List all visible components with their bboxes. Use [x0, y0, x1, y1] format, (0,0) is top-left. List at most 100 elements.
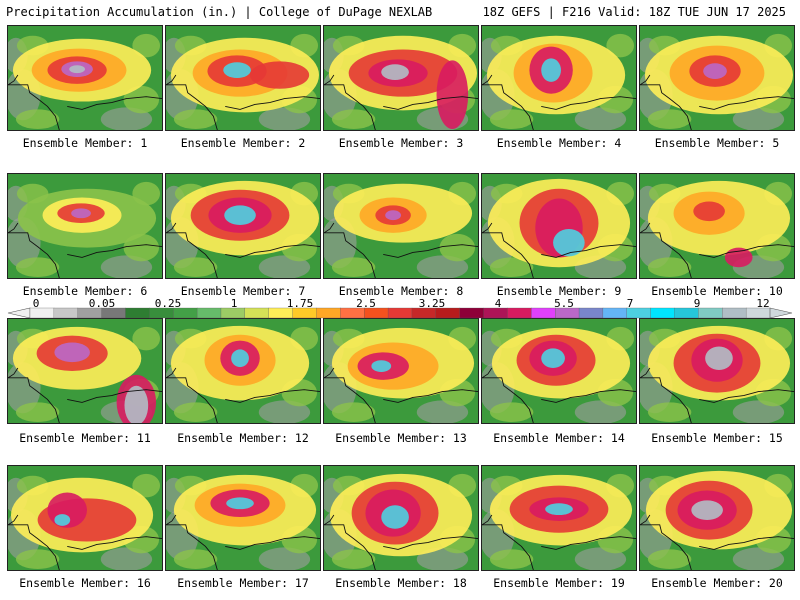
boundary-line — [541, 536, 636, 550]
colorbar-swatch — [77, 307, 103, 319]
light-precip-area — [647, 549, 692, 570]
precip-contour — [124, 385, 149, 423]
precip-contour — [224, 205, 256, 226]
light-precip-area — [331, 402, 376, 423]
precip-contour — [54, 342, 90, 363]
precip-contour — [54, 514, 71, 526]
precip-map — [8, 466, 162, 570]
boundary-line — [324, 84, 376, 130]
light-precip-area — [173, 549, 218, 570]
member-label: Ensemble Member: 15 — [651, 431, 783, 445]
colorbar-swatch — [650, 307, 675, 319]
colorbar-swatch — [411, 307, 437, 319]
precip-map — [166, 466, 320, 570]
precip-map — [324, 319, 478, 423]
colorbar-tick-label: 5.5 — [554, 297, 574, 310]
precip-contour — [231, 349, 249, 368]
boundary-line — [166, 222, 177, 234]
colorbar-tick-label: 1 — [230, 297, 238, 310]
precip-map — [8, 26, 162, 130]
boundary-line — [482, 524, 534, 570]
light-precip-area — [647, 109, 692, 130]
boundary-line — [8, 222, 19, 234]
colorbar-swatch — [292, 307, 317, 319]
member-label: Ensemble Member: 9 — [496, 284, 622, 298]
boundary-line — [482, 367, 493, 379]
colorbar-tick-label: 12 — [756, 297, 770, 310]
precip-contour — [371, 360, 392, 372]
boundary-line — [166, 74, 177, 86]
boundary-line — [67, 536, 162, 550]
precip-map — [482, 319, 636, 423]
ensemble-map-panel — [165, 25, 321, 131]
colorbar-tick-label: 7 — [626, 297, 634, 310]
precip-contour — [691, 500, 723, 520]
precip-contour — [226, 497, 254, 510]
light-precip-area — [489, 402, 534, 423]
boundary-line — [640, 377, 692, 423]
ensemble-map-panel — [165, 465, 321, 571]
boundary-line — [640, 84, 692, 130]
light-precip-area — [331, 257, 376, 278]
boundary-line — [225, 96, 320, 110]
precip-contour — [381, 505, 409, 529]
boundary-line — [8, 524, 60, 570]
boundary-line — [166, 377, 218, 423]
colorbar-swatch — [674, 307, 699, 319]
colorbar-swatch — [268, 307, 294, 319]
colorbar-swatch — [626, 307, 652, 319]
precip-contour — [223, 62, 251, 78]
precip-contour — [69, 65, 85, 74]
boundary-line — [225, 244, 320, 258]
colorbar-tick-label: 4 — [494, 297, 502, 310]
precip-contour — [545, 503, 573, 516]
precip-contour — [541, 348, 565, 369]
colorbar-max-arrow — [769, 307, 793, 319]
colorbar-swatch — [531, 307, 556, 319]
precip-contour — [705, 346, 733, 371]
ensemble-map-panel — [481, 173, 637, 279]
member-label: Ensemble Member: 4 — [496, 136, 622, 150]
precip-map — [324, 174, 478, 278]
boundary-line — [67, 389, 162, 403]
boundary-line — [482, 84, 534, 130]
boundary-line — [699, 389, 794, 403]
boundary-line — [67, 244, 162, 258]
boundary-line — [8, 74, 19, 86]
boundary-line — [166, 524, 218, 570]
light-precip-area — [132, 473, 161, 498]
light-precip-area — [123, 233, 160, 262]
colorbar-swatch — [101, 307, 126, 319]
ensemble-map-panel — [7, 173, 163, 279]
light-precip-area — [132, 33, 161, 58]
precip-contour — [703, 63, 727, 79]
ensemble-map-panel — [165, 318, 321, 424]
precip-map — [324, 466, 478, 570]
ensemble-map-panel — [639, 25, 795, 131]
precip-contour — [553, 228, 585, 257]
ensemble-map-panel — [481, 465, 637, 571]
boundary-line — [8, 84, 60, 130]
colorbar-swatch — [483, 307, 508, 319]
precip-map — [8, 174, 162, 278]
precip-map — [640, 319, 794, 423]
precip-map — [640, 174, 794, 278]
ensemble-map-panel — [323, 173, 479, 279]
boundary-line — [383, 536, 478, 550]
boundary-line — [324, 524, 376, 570]
boundary-line — [383, 389, 478, 403]
light-precip-area — [173, 109, 218, 130]
light-precip-area — [15, 402, 60, 423]
light-precip-area — [489, 549, 534, 570]
ensemble-map-panel — [165, 173, 321, 279]
colorbar — [7, 307, 793, 319]
boundary-line — [482, 232, 534, 278]
boundary-line — [482, 74, 493, 86]
ensemble-map-panel — [323, 318, 479, 424]
member-label: Ensemble Member: 8 — [338, 284, 464, 298]
colorbar-swatch — [29, 307, 55, 319]
colorbar-swatch — [507, 307, 532, 319]
colorbar-tick-label: 0.25 — [154, 297, 182, 310]
boundary-line — [166, 514, 177, 526]
precip-map — [166, 174, 320, 278]
